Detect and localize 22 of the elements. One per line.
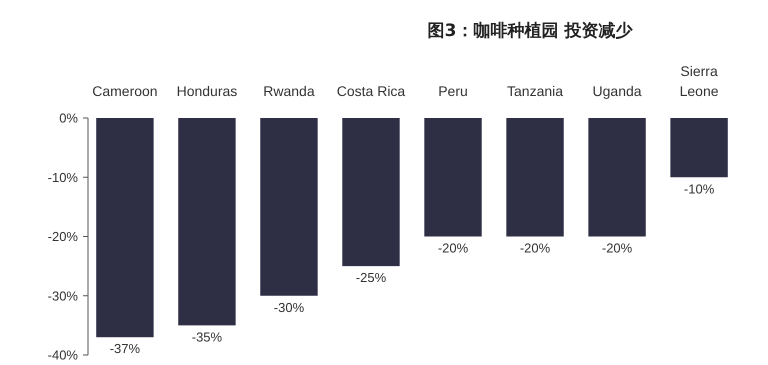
- data-label: -20%: [438, 240, 469, 256]
- x-tick-label: Uganda: [592, 83, 642, 99]
- x-tick-label: Rwanda: [263, 83, 315, 99]
- data-label: -10%: [684, 181, 715, 196]
- data-label: -25%: [356, 270, 387, 286]
- data-label: -20%: [602, 240, 633, 256]
- y-tick-label: 0%: [59, 110, 78, 126]
- y-tick-label: -10%: [48, 170, 78, 185]
- x-tick-label: Tanzania: [507, 83, 564, 99]
- y-tick-label: -40%: [48, 348, 78, 363]
- data-label: -20%: [520, 240, 551, 256]
- chart-title: 图3：咖啡种植园 投资减少: [428, 21, 634, 41]
- y-tick-label: -30%: [48, 288, 78, 304]
- data-label: -35%: [192, 329, 223, 344]
- data-label: -37%: [110, 341, 141, 356]
- x-tick-label: Cameroon: [92, 83, 158, 99]
- x-tick-label: Sierra Leone: [680, 63, 719, 99]
- x-tick-label: Costa Rica: [336, 83, 406, 99]
- data-label: -30%: [274, 300, 305, 315]
- y-tick-label: -20%: [48, 229, 78, 244]
- x-tick-label: Honduras: [176, 83, 238, 99]
- x-tick-label: Peru: [438, 83, 468, 99]
